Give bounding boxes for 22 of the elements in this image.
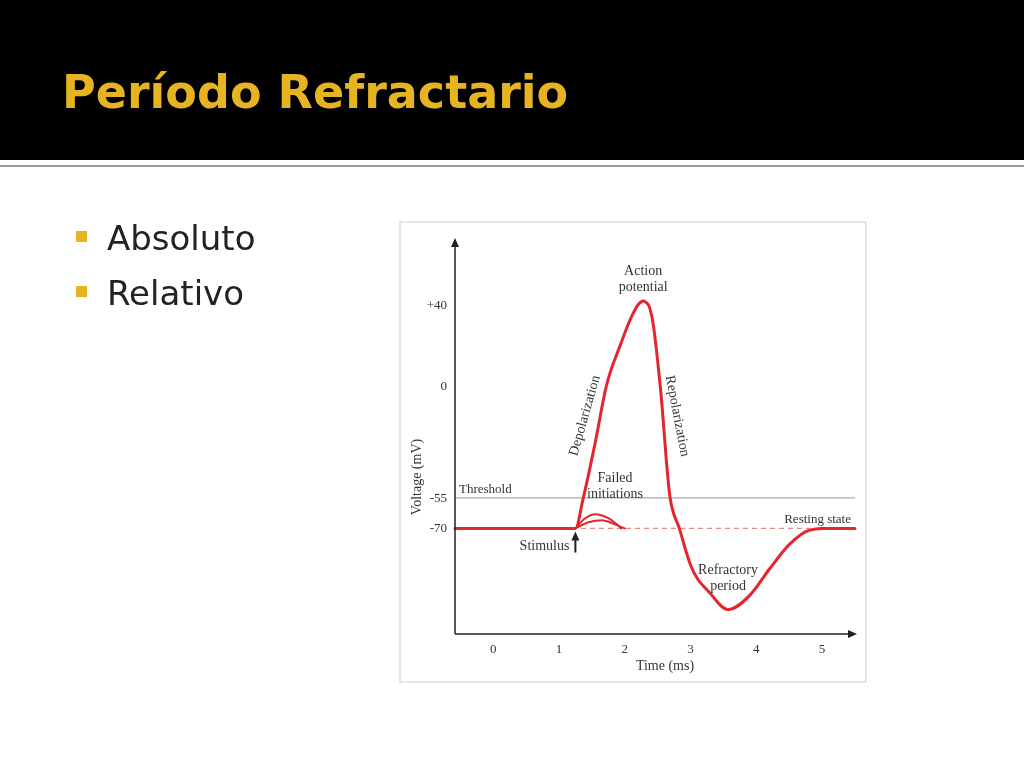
x-tick-label: 0 — [489, 641, 497, 656]
x-tick-label: 4 — [753, 641, 761, 656]
y-tick-label: 0 — [440, 378, 447, 394]
text: Absoluto — [107, 218, 256, 258]
annotation: Repolarization — [662, 373, 694, 458]
y-tick-label: -70 — [429, 520, 447, 536]
annotation: Stimulus — [519, 538, 570, 554]
x-axis-title: Time (ms) — [635, 658, 695, 674]
annotation: Failed initiations — [587, 470, 643, 502]
ref-line-label: Resting state — [784, 511, 852, 527]
y-axis-title: Voltage (mV) — [409, 438, 425, 516]
text: Relativo — [107, 273, 244, 313]
y-tick-label: +40 — [426, 296, 447, 312]
ref-line-label: Threshold — [459, 480, 513, 496]
x-tick-label: 3 — [687, 641, 694, 656]
chart-title: Período Refractario — [62, 65, 569, 119]
annotation: Refractory period — [698, 561, 758, 593]
x-tick-label: 1 — [555, 641, 563, 656]
annotation: Action potential — [618, 262, 668, 294]
x-tick-label: 5 — [818, 641, 826, 656]
y-tick-label: -55 — [429, 489, 447, 505]
x-tick-label: 2 — [621, 641, 628, 656]
